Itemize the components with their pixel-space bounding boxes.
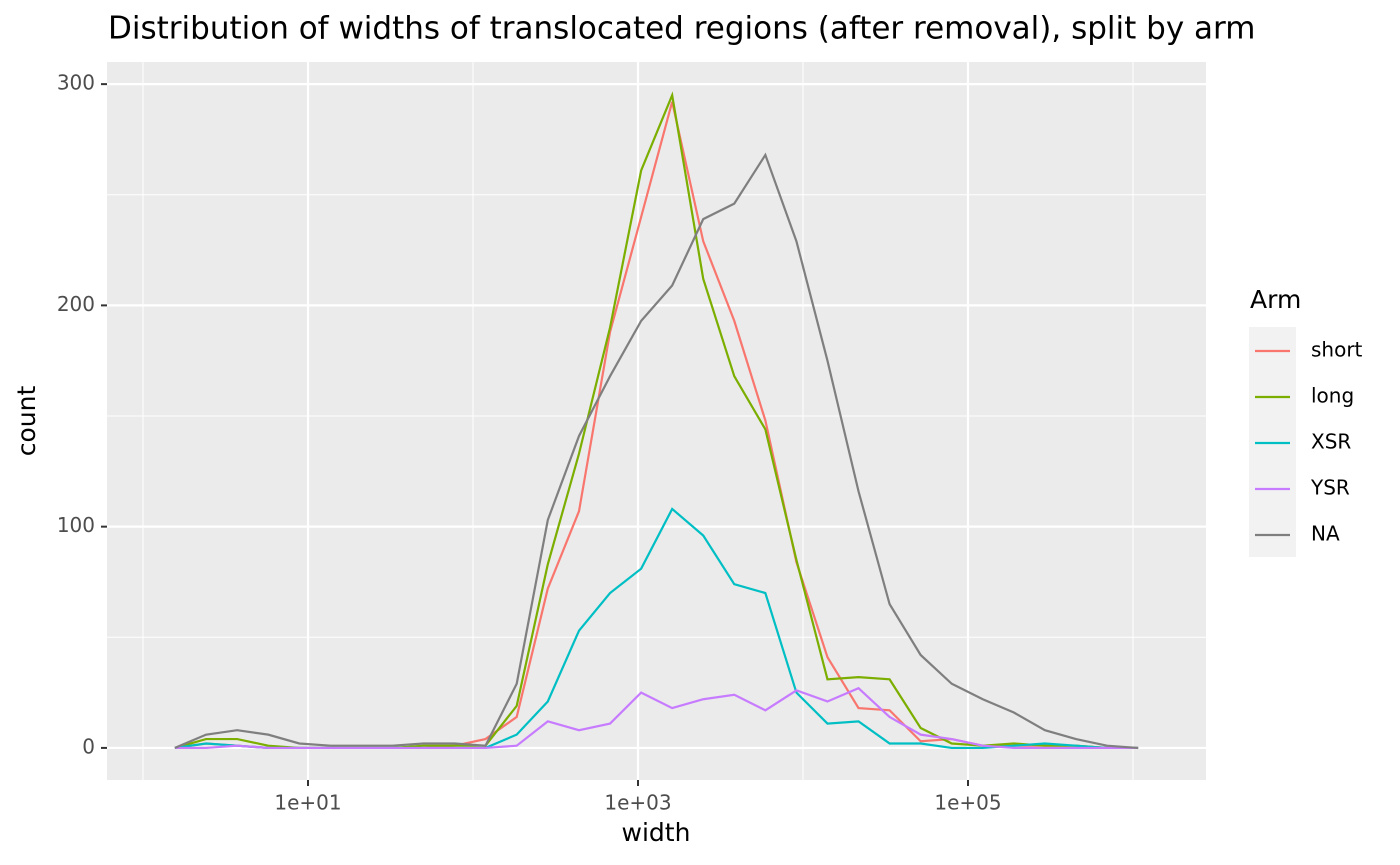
- series-line: [174, 686, 1139, 750]
- legend-label: YSR: [1310, 476, 1350, 500]
- series-line: [174, 152, 1139, 750]
- x-tick-label: 1e+01: [274, 791, 341, 815]
- y-tick-label: 0: [82, 734, 95, 758]
- x-axis-title: width: [622, 818, 691, 847]
- x-tick-label: 1e+03: [604, 791, 671, 815]
- y-axis-title: count: [12, 386, 41, 457]
- x-tick-label: 1e+05: [934, 791, 1001, 815]
- legend-label: XSR: [1311, 430, 1351, 454]
- legend-label: long: [1311, 384, 1354, 408]
- legend-label: NA: [1311, 522, 1340, 546]
- legend-label: short: [1311, 338, 1363, 362]
- y-tick-label: 200: [57, 292, 95, 316]
- panel: [107, 62, 1206, 780]
- chart-title: Distribution of widths of translocated r…: [108, 11, 1255, 47]
- y-tick-label: 100: [57, 513, 95, 537]
- legend-title: Arm: [1250, 285, 1301, 314]
- y-tick-label: 300: [57, 71, 95, 95]
